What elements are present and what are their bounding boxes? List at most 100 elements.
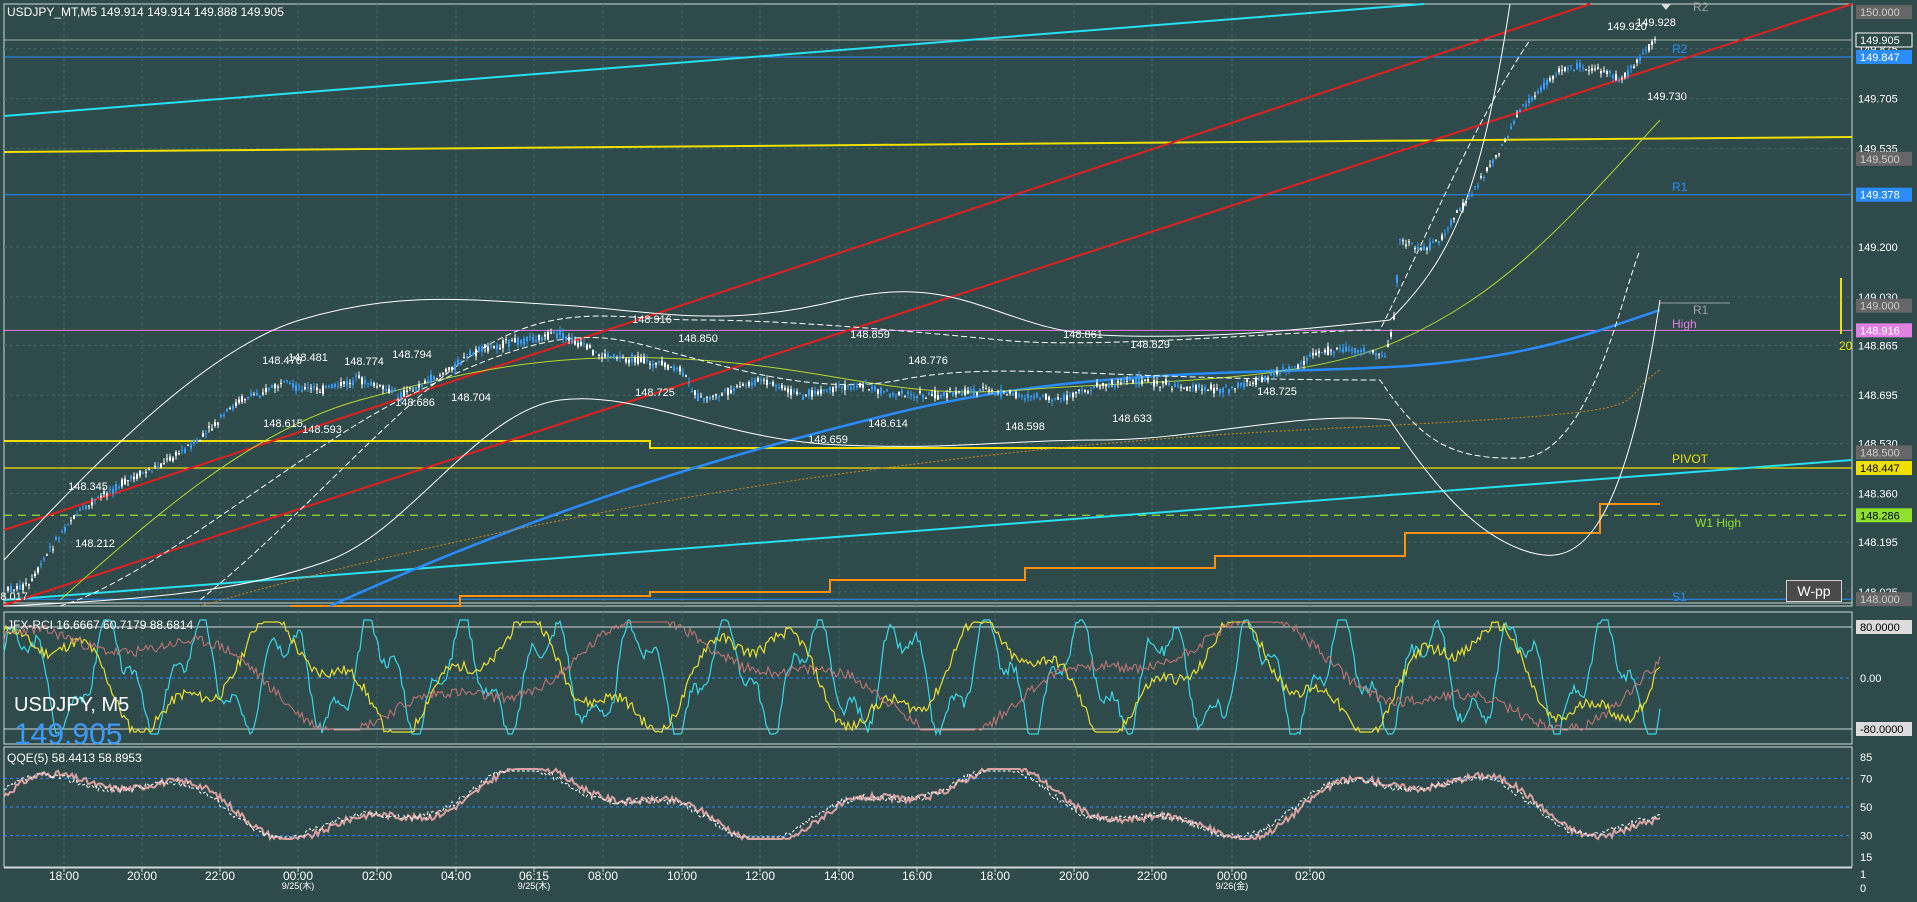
candle-body: [340, 382, 342, 386]
candle-body: [1117, 381, 1119, 384]
candle-body: [865, 383, 867, 385]
candle-body: [34, 573, 36, 576]
candle-body: [1336, 347, 1338, 350]
w-pp-button[interactable]: W-pp: [1786, 580, 1842, 602]
candle-body: [847, 384, 849, 387]
candle-body: [1345, 346, 1347, 352]
candle-body: [907, 391, 909, 394]
candle-body: [1273, 371, 1275, 375]
candle-body: [328, 385, 330, 387]
candle-body: [1459, 208, 1461, 212]
candle-body: [1642, 53, 1644, 55]
candle-body: [1513, 121, 1515, 124]
candle-body: [1537, 91, 1539, 94]
level-label: S1: [1672, 590, 1687, 604]
candle-body: [568, 337, 570, 341]
candle-body: [28, 584, 30, 586]
candle-body: [835, 386, 837, 388]
candle-body: [601, 356, 603, 358]
candle-body: [1234, 388, 1236, 390]
candle-body: [1477, 185, 1479, 187]
candle-body: [664, 362, 666, 368]
candle-body: [1363, 348, 1365, 352]
candle-body: [1576, 63, 1578, 69]
candle-body: [946, 393, 948, 398]
candle-body: [952, 391, 954, 397]
candle-body: [1435, 239, 1437, 241]
candle-body: [1654, 38, 1656, 40]
price-annotation: 148.686: [395, 397, 435, 409]
candle-body: [1249, 384, 1251, 386]
candle-body: [1123, 380, 1125, 383]
candle-body: [1438, 241, 1440, 244]
candle-body: [244, 399, 246, 401]
candle-body: [1282, 367, 1284, 369]
candle-body: [484, 344, 486, 349]
price-badge-label: 150.000: [1860, 7, 1900, 19]
qqe-axis: 85 70 50 30 15: [1860, 752, 1872, 864]
green-moving-average: [59, 119, 1661, 601]
candle-body: [1468, 193, 1470, 197]
candle-body: [364, 379, 366, 384]
candle-body: [466, 356, 468, 358]
candle-body: [283, 381, 285, 383]
candle-body: [559, 330, 561, 335]
cyan-upper-trendline: [3, 3, 1425, 117]
candle-body: [1411, 243, 1413, 245]
candle-body: [1279, 372, 1281, 375]
candle-body: [253, 394, 255, 396]
candle-body: [88, 505, 90, 507]
candle-body: [1552, 76, 1554, 80]
time-label: 02:00: [1295, 869, 1325, 883]
candle-body: [1624, 72, 1626, 78]
candle-body: [856, 385, 858, 388]
candle-body: [1486, 167, 1488, 172]
qqe-axis-label: 15: [1860, 852, 1872, 864]
candle-body: [550, 332, 552, 334]
candle-body: [301, 389, 303, 392]
candle-body: [1081, 389, 1083, 391]
candle-body: [1621, 78, 1623, 80]
candle-body: [1177, 385, 1179, 387]
candle-body: [202, 433, 204, 437]
candle-body: [493, 345, 495, 348]
candle-body: [1429, 242, 1431, 250]
candle-body: [1414, 248, 1416, 250]
candle-body: [199, 439, 201, 442]
time-axis: 18:00 20:00 22:00 00:009/25(木)02:00 04:00 06:…: [49, 868, 1325, 891]
candle-body: [1603, 70, 1605, 72]
candle-body: [844, 384, 846, 390]
qqe-indicator-header: QQE(5) 58.4413 58.8953: [7, 751, 142, 765]
price-annotation: 148.725: [635, 387, 675, 399]
candle-body: [1093, 385, 1095, 388]
candle-body: [910, 394, 912, 396]
price-tick: 149.705: [1858, 94, 1898, 106]
candle-body: [286, 380, 288, 382]
candle-body: [1597, 67, 1599, 69]
candle-body: [709, 397, 711, 400]
candle-body: [169, 456, 171, 461]
price-annotation: 149.928: [1636, 17, 1676, 29]
candle-body: [1522, 104, 1524, 106]
candle-body: [58, 537, 60, 539]
candle-body: [415, 387, 417, 390]
candle-body: [1402, 240, 1404, 242]
candle-body: [1606, 71, 1608, 75]
candle-body: [451, 367, 453, 371]
candle-body: [595, 351, 597, 353]
candle-body: [1090, 390, 1092, 392]
candle-body: [1036, 393, 1038, 398]
candle-body: [1447, 228, 1449, 230]
candle-body: [463, 356, 465, 358]
candle-body: [1507, 135, 1509, 139]
candle-body: [403, 390, 405, 397]
candle-body: [1639, 57, 1641, 61]
candle-body: [916, 395, 918, 399]
candle-body: [1381, 355, 1383, 357]
candle-body: [598, 354, 600, 356]
candle-body: [472, 354, 474, 356]
candle-body: [607, 354, 609, 359]
candle-body: [1162, 381, 1164, 384]
